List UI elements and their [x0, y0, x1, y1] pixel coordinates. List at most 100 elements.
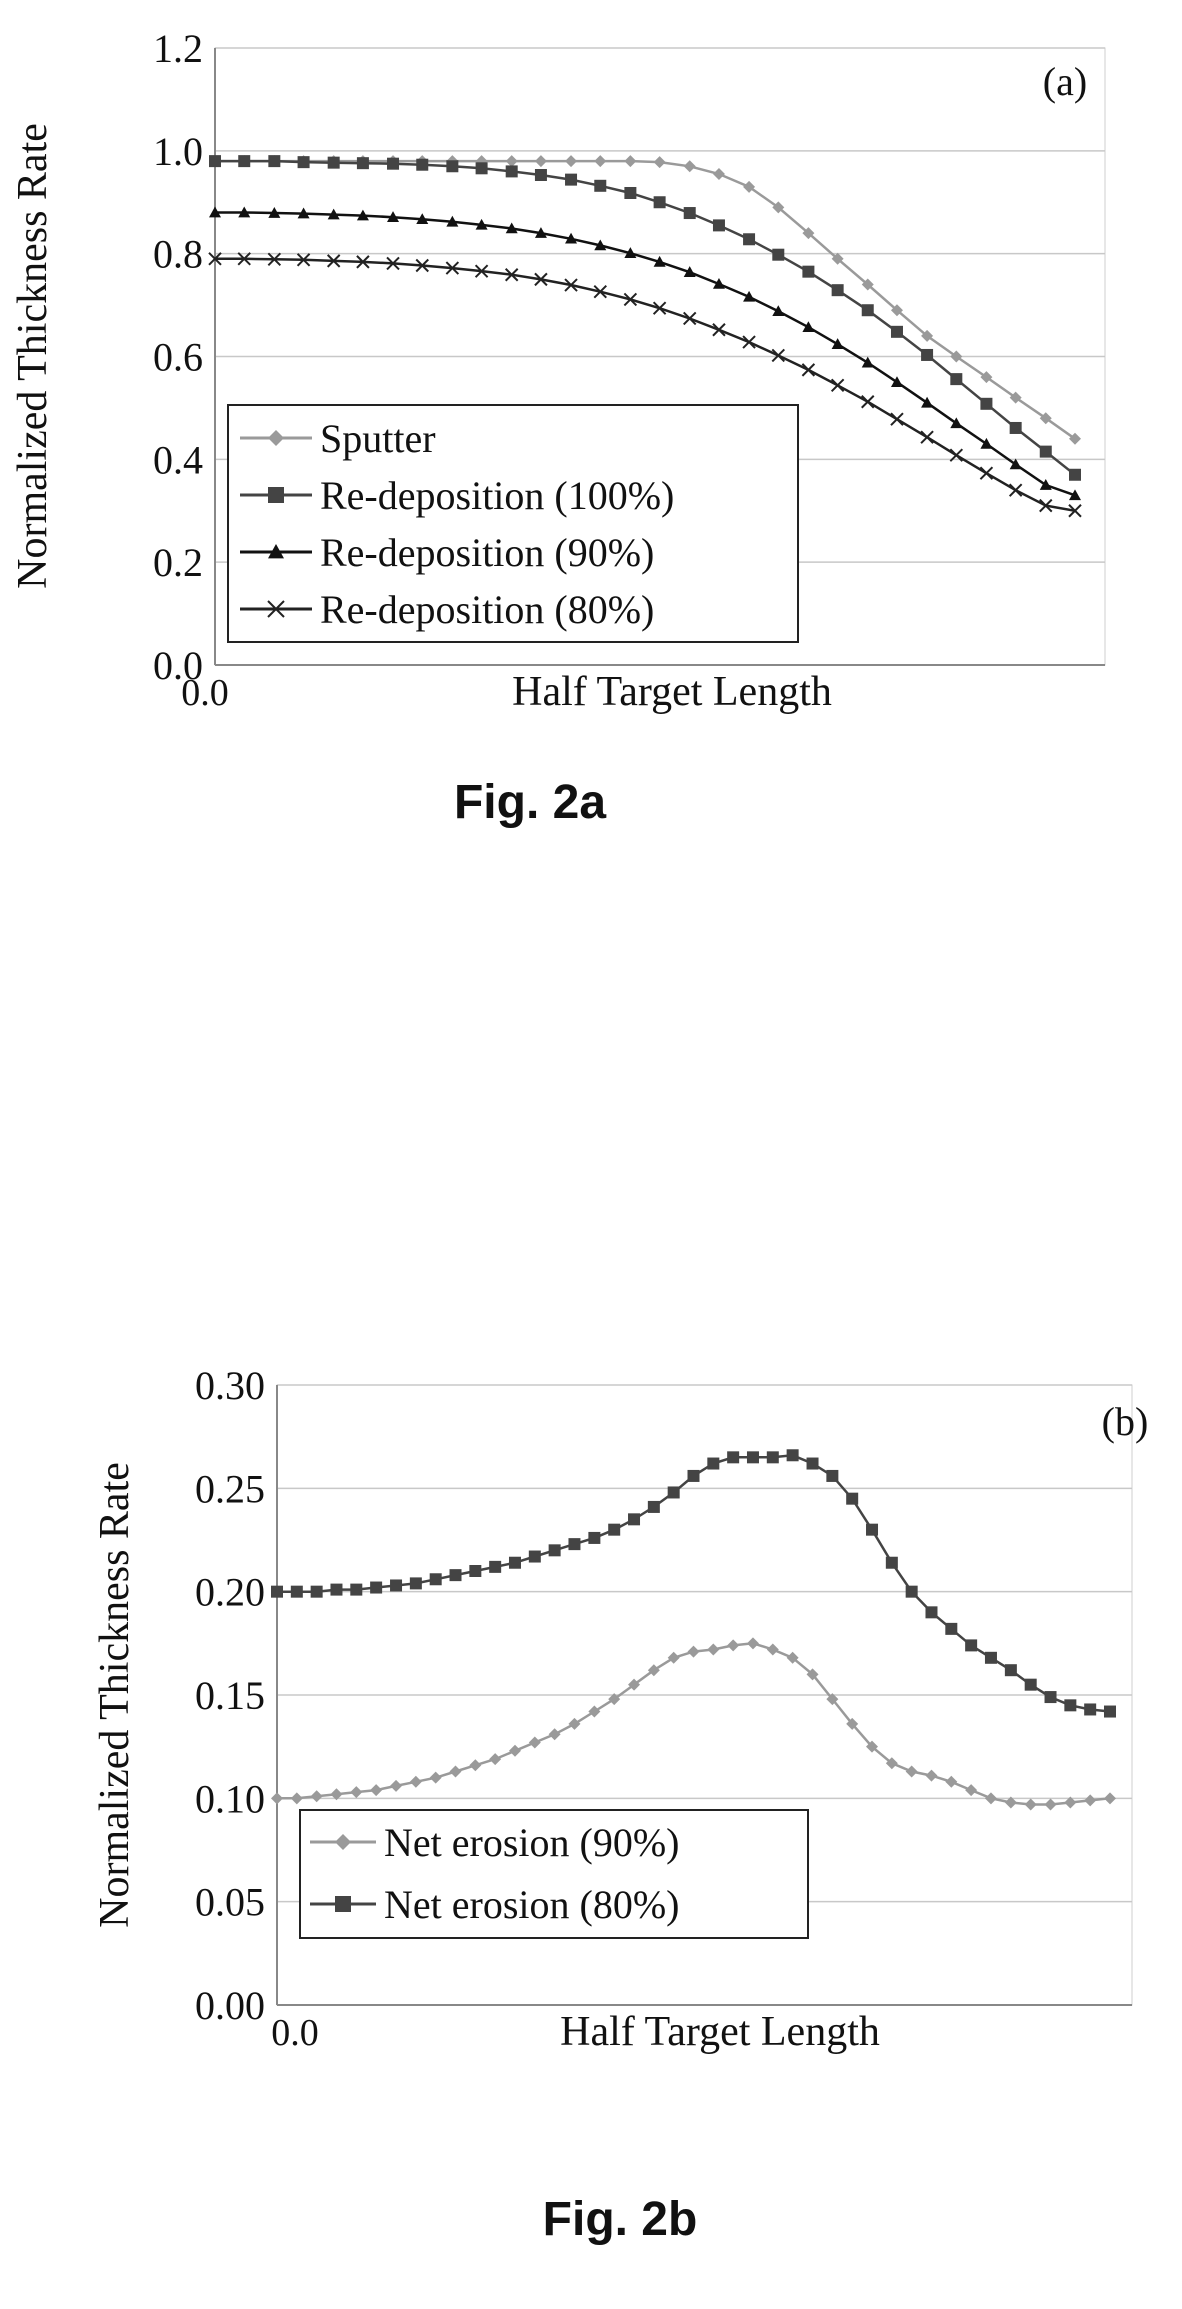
data-point [712, 167, 725, 180]
data-point [707, 1457, 720, 1470]
data-point [568, 1717, 581, 1730]
data-point [1024, 1798, 1037, 1811]
data-point [647, 1500, 660, 1513]
data-point [489, 1753, 502, 1766]
data-point [469, 1565, 482, 1577]
data-point [1104, 1705, 1116, 1718]
data-point [1004, 1796, 1017, 1809]
data-point [548, 1728, 561, 1741]
data-point [861, 278, 874, 291]
legend-label: Net erosion (80%) [384, 1882, 679, 1927]
data-point [534, 272, 548, 287]
legend-label: Sputter [320, 416, 436, 461]
data-point [390, 1779, 403, 1792]
data-point [628, 1513, 641, 1526]
data-point [534, 155, 547, 168]
data-point [624, 186, 637, 199]
data-point [449, 1765, 462, 1778]
series-net-erosion-90 [271, 1637, 1116, 1811]
data-point [866, 1740, 879, 1753]
data-point [683, 266, 696, 277]
data-point [534, 168, 547, 181]
chart-b-legend: Net erosion (90%) Net erosion (80%) [299, 1809, 809, 1939]
data-point [707, 1643, 720, 1656]
data-point [1039, 498, 1053, 513]
data-point [949, 448, 964, 462]
data-point [297, 207, 310, 219]
legend-entry: Sputter [240, 416, 436, 461]
data-point [1044, 1798, 1057, 1811]
y-tick-label: 0.6 [153, 335, 203, 380]
data-point [429, 1771, 442, 1784]
data-point [1024, 1678, 1037, 1691]
data-point [386, 256, 400, 271]
data-point [534, 227, 547, 238]
legend-entry: Re-deposition (100%) [240, 473, 674, 518]
data-point [568, 1538, 581, 1551]
data-point [687, 1645, 700, 1658]
series-re-deposition-80 [208, 252, 1082, 518]
data-point [326, 254, 341, 268]
y-tick-label: 0.05 [195, 1880, 265, 1925]
chart-a-legend-box [227, 404, 799, 643]
data-point [890, 376, 903, 388]
data-point [1064, 1699, 1077, 1712]
data-point [667, 1651, 680, 1664]
legend-label: Re-deposition (80%) [320, 587, 654, 632]
data-point [267, 252, 282, 267]
data-point [1039, 479, 1052, 490]
data-point [921, 348, 934, 361]
chart-a-y-tick-labels: 0.0 0.2 0.4 0.6 0.8 1.0 1.2 [153, 26, 203, 688]
data-point [588, 1531, 601, 1544]
data-point [449, 1569, 462, 1582]
data-point [980, 437, 993, 449]
data-point [1004, 1664, 1017, 1677]
data-point [330, 1583, 343, 1596]
data-point [474, 264, 489, 278]
chart-a-y-axis-label: Normalized Thickness Rate [10, 123, 56, 589]
data-point [801, 363, 816, 377]
data-point [743, 180, 756, 193]
data-point [508, 1556, 521, 1569]
data-point [209, 206, 221, 218]
data-point [594, 239, 607, 251]
data-point [608, 1693, 621, 1706]
data-point [861, 356, 874, 368]
data-point [653, 255, 666, 267]
data-point [647, 1664, 660, 1677]
data-point [905, 1585, 918, 1598]
data-point [727, 1451, 740, 1464]
data-point [310, 1790, 323, 1803]
data-point [469, 1759, 482, 1772]
data-point [802, 265, 815, 278]
data-point [806, 1457, 819, 1470]
legend-label: Re-deposition (100%) [320, 473, 674, 518]
data-point [505, 155, 518, 168]
chart-b-series [271, 1449, 1116, 1811]
data-point [356, 209, 369, 221]
data-point [505, 165, 518, 178]
data-point [727, 1639, 740, 1652]
legend-label: Re-deposition (90%) [320, 530, 654, 575]
data-point [594, 179, 607, 192]
data-point [772, 248, 785, 261]
data-point [826, 1693, 839, 1706]
data-point [846, 1492, 859, 1505]
data-point [489, 1560, 502, 1573]
data-point [330, 1788, 343, 1801]
data-point [1009, 421, 1022, 434]
data-point [742, 335, 756, 349]
legend-swatch-marker [267, 600, 285, 618]
y-tick-label: 0.8 [153, 232, 203, 277]
chart-b-x-tick-label: 0.0 [271, 2012, 319, 2054]
data-point [356, 255, 370, 269]
caption-fig-2b: Fig. 2b [543, 2193, 698, 2246]
series-re-deposition-100 [209, 155, 1081, 481]
data-point [683, 207, 696, 220]
data-point [945, 1622, 958, 1635]
data-point [866, 1523, 879, 1536]
y-tick-label: 1.0 [153, 129, 203, 174]
data-point [861, 304, 874, 317]
data-point [628, 1678, 641, 1691]
data-point [327, 208, 340, 220]
